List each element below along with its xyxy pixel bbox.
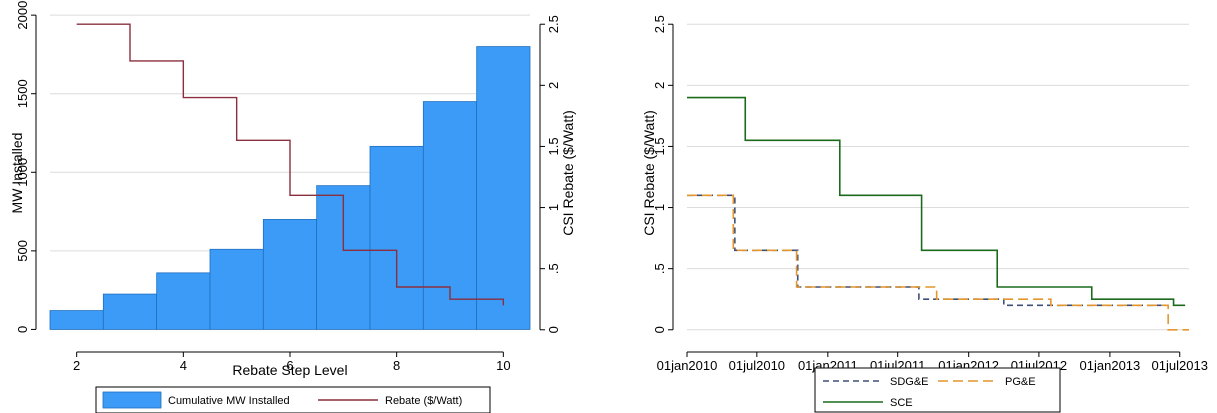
left-y2-tick-label: 2: [546, 82, 561, 89]
mw-bar-4: [156, 272, 211, 330]
right-gridlines: [687, 23, 1189, 331]
right-y-tick-label: 2: [652, 82, 667, 89]
right-y-tick-label: 0: [652, 326, 667, 333]
right-chart: 01jan2010 01jul2010 01jan2011 01jul2011 01ja…: [641, 15, 1208, 413]
left-y2-tick-label: 1: [546, 204, 561, 211]
left-x-tick-label: 6: [286, 358, 293, 373]
left-chart: 2 4 6 8 10 0 500 1000 1500 2000 0 .5 1 1.5 2 2.5 Reba…: [9, 1, 576, 413]
right-y-tick-label: 1.5: [652, 137, 667, 155]
legend-label-pge: PG&E: [1005, 376, 1036, 388]
rebate-line: [76, 23, 505, 306]
left-x-tick-label: 8: [393, 358, 400, 373]
mw-bar-2: [49, 310, 104, 330]
legend-swatch-mw-installed: [102, 391, 162, 409]
rebate-step-line: [76, 23, 505, 306]
right-y-tick-label: 2.5: [652, 15, 667, 33]
left-x-tick-label: 4: [180, 358, 187, 373]
right-y-tick-label: 1: [652, 204, 667, 211]
right-y-axis-label: CSI Rebate ($/Watt): [641, 110, 657, 236]
left-x-tick-label: 10: [496, 358, 510, 373]
series-line-pge: [687, 194, 1189, 331]
left-axes: [31, 14, 545, 357]
right-legend: SDG&E PG&E SCE: [814, 367, 1061, 413]
left-y2-tick-label: 0: [546, 326, 561, 333]
mw-installed-bars: [49, 46, 531, 330]
left-y-axis-label: MW Installed: [9, 133, 25, 214]
right-y-tick-label: .5: [652, 263, 667, 274]
mw-bar-6: [262, 219, 318, 330]
series-line-sce: [687, 96, 1186, 307]
right-axes: [668, 23, 1181, 357]
right-x-tick-label: 01jul2010: [729, 358, 785, 373]
left-x-tick-labels: 2 4 6 8 10: [73, 358, 511, 373]
right-x-tick-label: 01jan2013: [1080, 358, 1141, 373]
mw-bar-8: [369, 145, 424, 330]
legend-label-sce: SCE: [890, 397, 913, 409]
legend-label-rebate: Rebate ($/Watt): [385, 395, 462, 407]
left-y-tick-label: 500: [15, 240, 30, 262]
mw-bar-3: [102, 293, 158, 330]
legend-label-mw-installed: Cumulative MW Installed: [168, 395, 290, 407]
rebate-series-lines: [687, 96, 1189, 331]
left-y2-tick-labels: 0 .5 1 1.5 2 2.5: [546, 15, 561, 333]
legend-label-sdge: SDG&E: [890, 376, 929, 388]
right-y-tick-labels: 0 .5 1 1.5 2 2.5: [652, 15, 667, 333]
right-x-tick-label: 01jan2010: [657, 358, 718, 373]
mw-bar-10: [476, 46, 531, 330]
left-x-tick-label: 2: [73, 358, 80, 373]
left-x-axis-label: Rebate Step Level: [232, 362, 347, 378]
left-y2-axis-label: CSI Rebate ($/Watt): [560, 110, 576, 236]
left-y-tick-label: 2000: [15, 1, 30, 30]
left-y2-tick-label: .5: [546, 263, 561, 274]
left-y-tick-labels: 0 500 1000 1500 2000: [15, 1, 30, 333]
mw-bar-5: [209, 248, 264, 330]
left-y-tick-label: 1000: [15, 158, 30, 187]
left-y-tick-label: 0: [15, 326, 30, 333]
left-legend: Cumulative MW Installed Rebate ($/Watt): [95, 386, 491, 413]
right-x-tick-label: 01jul2013: [1152, 358, 1208, 373]
left-y-tick-label: 1500: [15, 79, 30, 108]
left-y2-tick-label: 2.5: [546, 15, 561, 33]
left-y2-tick-label: 1.5: [546, 137, 561, 155]
